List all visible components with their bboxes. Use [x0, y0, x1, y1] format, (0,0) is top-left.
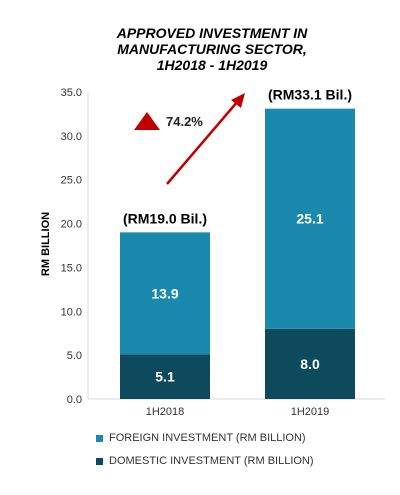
y-ticks: 0.0 5.0 10.0 15.0 20.0 25.0 30.0 35.0	[61, 87, 82, 406]
bar-value-label: 5.1	[155, 369, 175, 385]
chart-title-line: MANUFACTURING SECTOR,	[117, 41, 307, 57]
chart-title-line: 1H2018 - 1H2019	[157, 57, 268, 73]
y-tick-label: 25.0	[61, 175, 82, 187]
x-tick-label: 1H2019	[291, 406, 330, 418]
x-tick-label: 1H2018	[146, 406, 185, 418]
bar-total-label: (RM33.1 Bil.)	[268, 87, 352, 103]
bar-segment	[265, 328, 355, 399]
legend-swatch-foreign	[96, 434, 103, 442]
y-tick-label: 15.0	[61, 262, 82, 274]
bar-segment	[120, 232, 210, 355]
bar-segment	[120, 354, 210, 399]
legend-label-domestic: DOMESTIC INVESTMENT (RM BILLION)	[109, 455, 314, 467]
bar-value-label: 8.0	[300, 356, 320, 372]
bars: 5.1 13.9 8.0 25.1	[120, 108, 355, 399]
growth-up-triangle-icon	[134, 112, 160, 130]
chart-title-line: APPROVED INVESTMENT IN	[116, 25, 308, 41]
x-ticks: 1H2018 1H2019	[146, 406, 330, 418]
growth-arrow-shaft	[166, 100, 239, 185]
y-tick-label: 30.0	[61, 131, 82, 143]
y-tick-label: 20.0	[61, 219, 82, 231]
y-tick-label: 0.0	[67, 394, 82, 406]
bar-total-label: (RM19.0 Bil.)	[123, 210, 207, 226]
bar-segment	[265, 108, 355, 329]
bar-value-label: 25.1	[296, 211, 323, 227]
growth-annotation: 74.2%	[134, 93, 245, 185]
y-tick-label: 5.0	[67, 350, 82, 362]
legend-item-domestic: DOMESTIC INVESTMENT (RM BILLION)	[96, 455, 314, 467]
y-tick-label: 35.0	[61, 87, 82, 99]
bar-value-label: 13.9	[151, 285, 178, 301]
legend-label-foreign: FOREIGN INVESTMENT (RM BILLION)	[109, 432, 306, 444]
legend-swatch-domestic	[96, 457, 103, 465]
legend-item-foreign: FOREIGN INVESTMENT (RM BILLION)	[96, 432, 306, 444]
growth-label: 74.2%	[166, 114, 203, 129]
total-labels: (RM19.0 Bil.) (RM33.1 Bil.)	[123, 87, 352, 227]
y-tick-label: 10.0	[61, 306, 82, 318]
growth-arrow-icon	[231, 93, 245, 108]
y-axis-label: RM BILLION	[40, 212, 52, 276]
